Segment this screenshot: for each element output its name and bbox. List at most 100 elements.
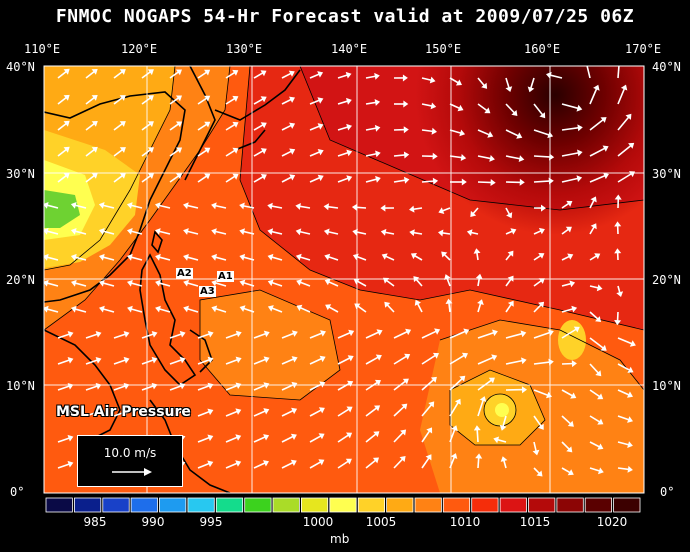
wind-arrowhead-icon xyxy=(431,127,437,135)
wind-arrowhead-icon xyxy=(475,273,483,280)
wind-arrow-icon xyxy=(393,379,407,391)
wind-arrowhead-icon xyxy=(232,95,239,102)
wind-arrow-icon xyxy=(309,382,323,391)
wind-arrow-icon xyxy=(157,256,171,261)
wind-arrowhead-icon xyxy=(459,129,466,137)
wind-arrowhead-icon xyxy=(324,278,331,286)
wind-arrowhead-icon xyxy=(519,178,525,186)
wind-arrow-icon xyxy=(477,129,491,137)
wind-arrowhead-icon xyxy=(319,355,326,363)
wind-arrowhead-icon xyxy=(492,329,498,337)
wind-arrow-icon xyxy=(393,405,406,417)
wind-arrowhead-icon xyxy=(567,469,574,476)
contour-1000 xyxy=(44,190,80,228)
wind-arrowhead-icon xyxy=(95,331,102,338)
wind-arrowhead-icon xyxy=(539,112,546,119)
wind-arrow-icon xyxy=(141,384,155,391)
wind-arrow-icon xyxy=(533,155,552,158)
wind-arrowhead-icon xyxy=(376,329,383,336)
colorbar-cell xyxy=(528,497,556,513)
storm-label: A3 xyxy=(199,286,216,297)
wind-arrowhead-icon xyxy=(204,69,211,76)
wind-arrowhead-icon xyxy=(600,117,607,123)
wind-arrow-icon xyxy=(561,126,580,131)
wind-arrow-icon xyxy=(73,281,87,287)
wind-arrow-icon xyxy=(281,435,295,443)
wind-arrow-icon xyxy=(617,172,634,183)
wind-arrowhead-icon xyxy=(548,329,554,337)
wind-arrow-icon xyxy=(561,151,580,157)
wind-arrowhead-icon xyxy=(573,326,580,333)
wind-arrowhead-icon xyxy=(346,175,353,182)
wind-arrowhead-icon xyxy=(460,154,467,161)
wind-arrowhead-icon xyxy=(179,356,186,364)
colorbar-cell xyxy=(244,497,272,513)
wind-arrowhead-icon xyxy=(597,393,604,400)
wind-arrowhead-icon xyxy=(426,427,433,434)
wind-arrowhead-icon xyxy=(235,434,242,441)
wind-arrowhead-icon xyxy=(566,446,573,453)
wind-arrowhead-icon xyxy=(232,121,239,128)
wind-arrow-icon xyxy=(617,115,631,131)
wind-arrow-icon xyxy=(298,230,311,235)
wind-arrow-icon xyxy=(57,358,71,365)
wind-arrowhead-icon xyxy=(627,391,633,398)
lat-label: 40°N xyxy=(6,60,35,74)
wind-arrow-icon xyxy=(253,149,265,157)
wind-arrowhead-icon xyxy=(384,301,391,308)
wind-arrowhead-icon xyxy=(239,305,246,312)
wind-arrow-icon xyxy=(141,148,152,157)
wind-arrowhead-icon xyxy=(432,352,439,359)
wind-arrow-icon xyxy=(101,307,115,313)
wind-arrowhead-icon xyxy=(438,207,445,214)
lat-label: 20°N xyxy=(6,273,35,287)
wind-arrowhead-icon xyxy=(295,203,301,210)
wind-arrowhead-icon xyxy=(91,69,98,75)
wind-arrow-icon xyxy=(421,180,436,183)
wind-arrowhead-icon xyxy=(319,381,326,388)
wind-arrow-icon xyxy=(505,103,516,115)
wind-arrow-icon xyxy=(617,337,634,346)
wind-arrowhead-icon xyxy=(628,142,635,149)
wind-arrowhead-icon xyxy=(179,382,186,390)
wind-arrowhead-icon xyxy=(63,94,70,101)
wind-arrow-icon xyxy=(365,381,379,391)
wind-arrow-icon xyxy=(533,180,551,183)
wind-arrow-icon xyxy=(270,230,283,235)
wind-arrow-icon xyxy=(533,331,552,339)
wind-arrowhead-icon xyxy=(532,449,540,456)
wind-arrowhead-icon xyxy=(151,408,158,416)
wind-arrowhead-icon xyxy=(488,377,495,384)
wind-arrowhead-icon xyxy=(211,228,217,235)
wind-arrow-icon xyxy=(225,462,239,469)
wind-arrowhead-icon xyxy=(70,202,77,209)
subtropical-high xyxy=(380,66,644,266)
wind-arrow-icon xyxy=(281,332,296,339)
colorbar-tick: 1020 xyxy=(596,515,628,529)
wind-arrowhead-icon xyxy=(155,253,161,261)
colorbar-cell xyxy=(613,497,641,513)
wind-arrowhead-icon xyxy=(151,382,158,390)
wind-arrow-icon xyxy=(533,361,551,365)
wind-arrowhead-icon xyxy=(590,223,597,230)
wind-arrow-icon xyxy=(337,459,350,469)
wind-arrowhead-icon xyxy=(267,305,274,312)
wind-arrowhead-icon xyxy=(548,358,554,366)
wind-arrowhead-icon xyxy=(571,360,577,368)
wind-arrow-icon xyxy=(309,357,324,365)
wind-arrowhead-icon xyxy=(402,74,408,82)
wind-arrow-icon xyxy=(617,363,632,372)
wind-arrow-icon xyxy=(449,330,467,339)
wind-arrowhead-icon xyxy=(455,79,462,86)
wind-arrowhead-icon xyxy=(450,453,458,459)
wind-arrow-icon xyxy=(241,204,255,209)
wind-arrowhead-icon xyxy=(44,202,49,209)
wind-arrow-icon xyxy=(365,330,381,339)
colorbar-cell xyxy=(414,497,442,513)
wind-arrow-icon xyxy=(337,433,351,443)
wind-arrowhead-icon xyxy=(403,176,410,184)
reference-arrow-icon xyxy=(112,468,152,476)
colorbar-tick: 1015 xyxy=(519,515,551,529)
wind-arrow-icon xyxy=(393,431,405,443)
wind-arrowhead-icon xyxy=(374,72,380,80)
